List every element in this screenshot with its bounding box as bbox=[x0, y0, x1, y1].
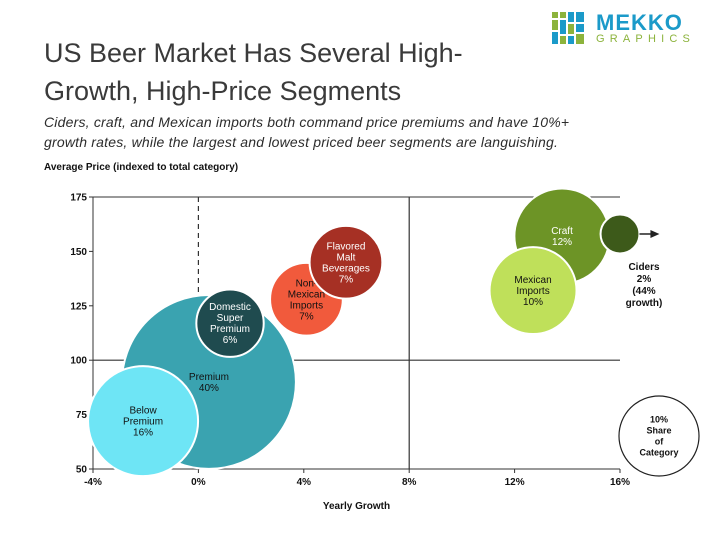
bubble-label-non_mexican_imports: Mexican bbox=[288, 289, 325, 300]
logo-word-mekko: MEKKO bbox=[596, 10, 683, 35]
share-legend-label: 10% bbox=[650, 415, 668, 425]
subtitle-line-2: growth rates, while the largest and lowe… bbox=[44, 134, 559, 150]
bubble-label-flavored_malt_beverages: Beverages bbox=[322, 263, 370, 274]
y-tick-label: 50 bbox=[76, 465, 88, 476]
x-tick-label: -4% bbox=[84, 477, 102, 488]
bubble-label-below_premium: Premium bbox=[123, 417, 163, 428]
bubble-label-craft: Craft bbox=[551, 226, 573, 237]
bubble-label-non_mexican_imports: 7% bbox=[299, 311, 314, 322]
ciders-annotation: Ciders bbox=[628, 262, 660, 273]
title-line-1: US Beer Market Has Several High- bbox=[44, 38, 463, 68]
ciders-annotation: 2% bbox=[637, 274, 652, 285]
bubble-label-below_premium: 16% bbox=[133, 428, 153, 439]
bubble-label-domestic_super_premium: 6% bbox=[223, 335, 238, 346]
share-legend-label: Category bbox=[639, 448, 678, 458]
ciders-annotation: (44% bbox=[632, 286, 655, 297]
bubble-label-premium: 40% bbox=[199, 383, 219, 394]
bubble-below_premium bbox=[87, 365, 200, 478]
bubble-label-non_mexican_imports: Non- bbox=[296, 278, 318, 289]
bubble-label-premium: Premium bbox=[189, 372, 229, 383]
x-axis-label: Yearly Growth bbox=[323, 501, 390, 512]
x-tick-label: 4% bbox=[297, 477, 312, 488]
y-tick-label: 150 bbox=[70, 247, 87, 258]
share-legend-bubble bbox=[618, 395, 700, 477]
x-tick-label: 0% bbox=[191, 477, 206, 488]
x-tick-label: 12% bbox=[505, 477, 525, 488]
bubble-label-domestic_super_premium: Super bbox=[217, 313, 244, 324]
bubble-ciders bbox=[599, 213, 641, 255]
x-tick-label: 8% bbox=[402, 477, 417, 488]
bubble-label-domestic_super_premium: Domestic bbox=[209, 302, 251, 313]
bubble-domestic_super_premium bbox=[195, 288, 265, 358]
y-tick-label: 175 bbox=[70, 193, 87, 204]
bubble-label-non_mexican_imports: Imports bbox=[290, 300, 323, 311]
bubble-flavored_malt_beverages bbox=[308, 224, 384, 300]
logo-word-graphics: GRAPHICS bbox=[596, 33, 696, 45]
bubble-label-below_premium: Below bbox=[129, 406, 157, 417]
logo-grid-icon bbox=[552, 12, 584, 44]
y-axis-label: Average Price (indexed to total category… bbox=[44, 162, 238, 173]
bubble-label-flavored_malt_beverages: 7% bbox=[339, 274, 354, 285]
chart-subtitle: Ciders, craft, and Mexican imports both … bbox=[44, 112, 684, 152]
share-legend-label: of bbox=[655, 437, 664, 447]
bubble-label-mexican_imports: Mexican bbox=[514, 275, 551, 286]
bubble-label-craft: 12% bbox=[552, 237, 572, 248]
chart-title: US Beer Market Has Several High- Growth,… bbox=[44, 34, 564, 110]
subtitle-line-1: Ciders, craft, and Mexican imports both … bbox=[44, 114, 570, 130]
ciders-arrow-head bbox=[650, 229, 660, 238]
bubble-label-mexican_imports: Imports bbox=[516, 286, 549, 297]
y-tick-label: 100 bbox=[70, 356, 87, 367]
y-tick-label: 75 bbox=[76, 410, 88, 421]
x-tick-label: 16% bbox=[610, 477, 630, 488]
bubble-mexican_imports bbox=[488, 246, 578, 336]
ciders-annotation: growth) bbox=[626, 298, 663, 309]
share-legend-label: Share bbox=[646, 426, 671, 436]
bubble-label-flavored_malt_beverages: Flavored bbox=[327, 241, 366, 252]
bubble-label-domestic_super_premium: Premium bbox=[210, 324, 250, 335]
y-tick-label: 125 bbox=[70, 301, 87, 312]
bubble-label-mexican_imports: 10% bbox=[523, 297, 543, 308]
bubble-label-flavored_malt_beverages: Malt bbox=[337, 252, 356, 263]
mekko-graphics-logo: MEKKO GRAPHICS bbox=[552, 10, 704, 48]
title-line-2: Growth, High-Price Segments bbox=[44, 76, 402, 106]
